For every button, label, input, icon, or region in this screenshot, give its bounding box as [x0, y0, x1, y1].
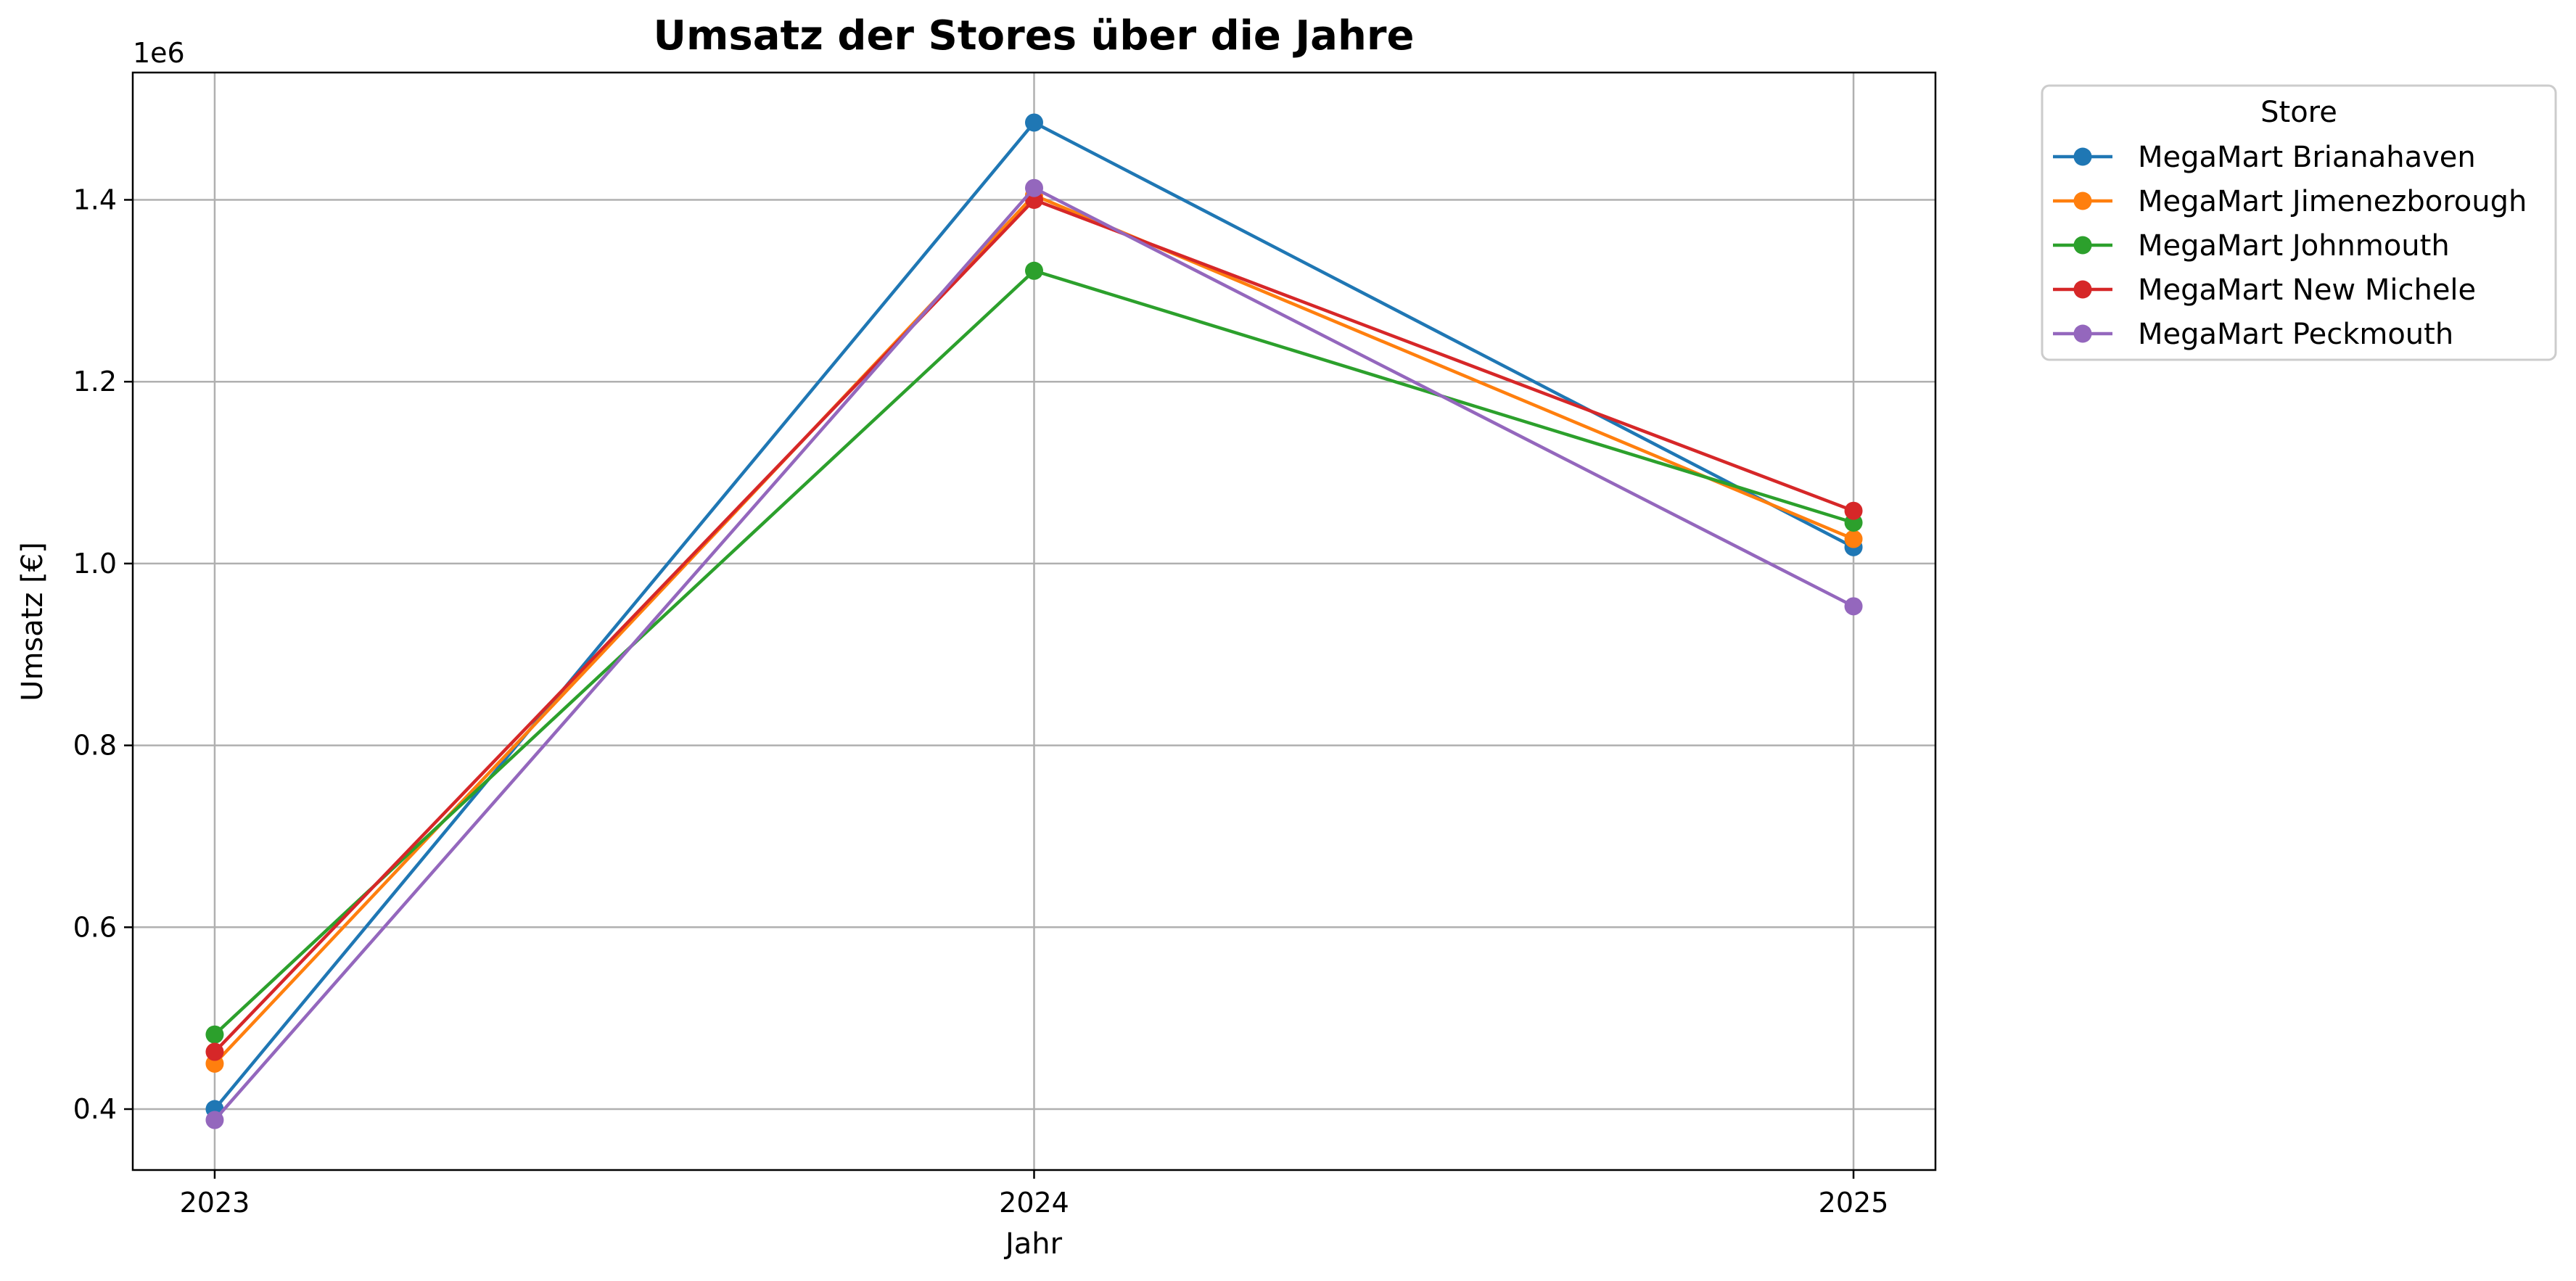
- y-tick-label: 1.4: [73, 184, 117, 215]
- y-tick-label: 1.2: [73, 366, 117, 398]
- data-point: [205, 1025, 224, 1044]
- data-point: [1844, 530, 1863, 548]
- data-point: [1844, 501, 1863, 520]
- y-axis-label: Umsatz [€]: [16, 542, 49, 701]
- chart-title: Umsatz der Stores über die Jahre: [654, 12, 1415, 59]
- data-point: [1025, 261, 1043, 280]
- legend-item: MegaMart Jimenezborough: [2053, 185, 2527, 218]
- legend-frame: [2041, 84, 2557, 361]
- data-point: [1844, 597, 1863, 616]
- x-tick-label: 2023: [180, 1187, 250, 1219]
- legend-item: MegaMart New Michele: [2053, 273, 2476, 307]
- x-tick-label: 2024: [999, 1187, 1069, 1219]
- x-tick-label: 2025: [1819, 1187, 1889, 1219]
- legend-title: Store: [2260, 96, 2337, 129]
- x-axis-label: Jahr: [1003, 1227, 1063, 1261]
- legend-marker: [2073, 236, 2092, 255]
- legend-item: MegaMart Johnmouth: [2053, 229, 2450, 263]
- series-megamart-peckmouth: [205, 178, 1863, 1129]
- legend-item: MegaMart Peckmouth: [2053, 318, 2453, 351]
- legend-label: MegaMart Brianahaven: [2138, 141, 2476, 174]
- y-tick-label: 1.0: [73, 548, 117, 580]
- series-layer: [205, 113, 1863, 1129]
- data-point: [205, 1111, 224, 1129]
- y-tick-label: 0.6: [73, 911, 117, 943]
- axes: 2023 2024 2025 0.4 0.6 0.8 1.0 1.2 1.4: [73, 184, 1889, 1219]
- legend-label: MegaMart New Michele: [2138, 273, 2476, 307]
- legend-label: MegaMart Jimenezborough: [2138, 185, 2527, 218]
- legend-items: MegaMart Brianahaven MegaMart Jimenezboro…: [2053, 141, 2527, 351]
- legend-label: MegaMart Peckmouth: [2138, 318, 2453, 351]
- y-tick-label: 0.4: [73, 1093, 117, 1125]
- legend-marker: [2073, 191, 2092, 210]
- legend-marker: [2073, 324, 2092, 343]
- y-tick-label: 0.8: [73, 730, 117, 762]
- legend-label: MegaMart Johnmouth: [2138, 229, 2450, 263]
- data-point: [1025, 113, 1043, 132]
- legend: Store MegaMart Brianahaven MegaMart Jimen…: [2041, 84, 2557, 361]
- legend-marker: [2073, 280, 2092, 299]
- legend-item: MegaMart Brianahaven: [2053, 141, 2476, 174]
- y-axis-multiplier: 1e6: [133, 37, 185, 69]
- data-point: [205, 1042, 224, 1061]
- legend-marker: [2073, 147, 2092, 166]
- grid-lines: [133, 73, 1935, 1170]
- data-point: [1025, 178, 1043, 197]
